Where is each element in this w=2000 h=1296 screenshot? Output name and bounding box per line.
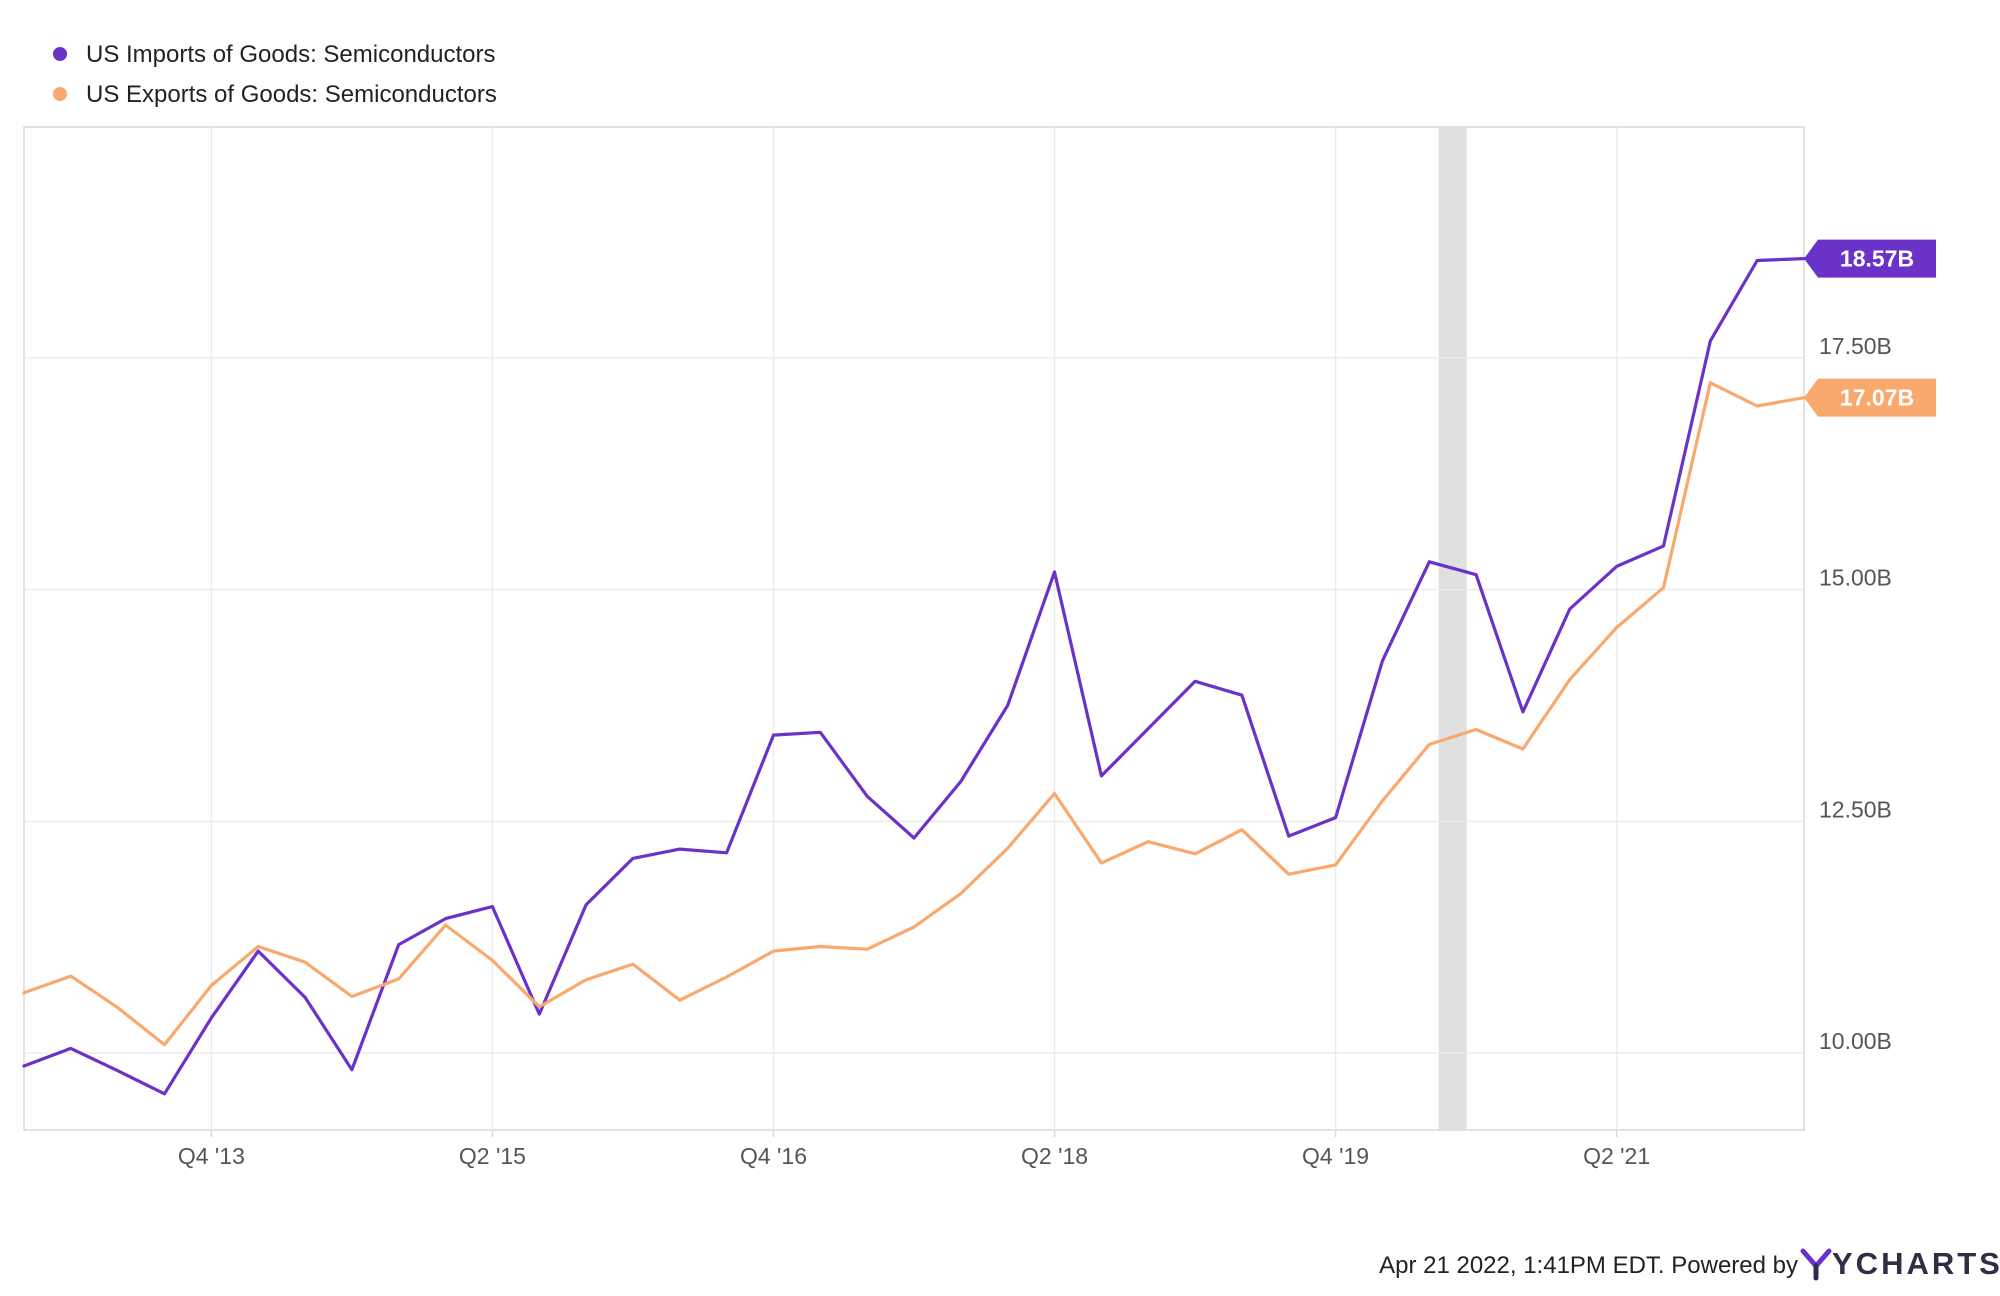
y-axis: 10.00B 12.50B 15.00B 17.50B bbox=[1819, 333, 1892, 1054]
recession-band bbox=[1438, 127, 1467, 1130]
y-tick-label: 17.50B bbox=[1819, 333, 1892, 359]
x-tick-label: Q4 '19 bbox=[1302, 1143, 1369, 1169]
y-tick-label: 10.00B bbox=[1819, 1028, 1892, 1054]
x-axis: Q4 '13 Q2 '15 Q4 '16 Q2 '18 Q4 '19 Q2 '21 bbox=[178, 1130, 1650, 1169]
end-value-label: 17.07B bbox=[1840, 385, 1914, 411]
legend-marker bbox=[53, 87, 67, 101]
series-line-exports[interactable] bbox=[22, 381, 1806, 1047]
y-tick-label: 15.00B bbox=[1819, 565, 1892, 591]
end-value-tag bbox=[1804, 378, 1936, 417]
end-value-labels: 18.57B 17.07B bbox=[1804, 239, 1936, 417]
y-tick-label: 12.50B bbox=[1819, 796, 1892, 822]
x-tick-label: Q2 '15 bbox=[459, 1143, 526, 1169]
legend-label[interactable]: US Exports of Goods: Semiconductors bbox=[86, 81, 497, 108]
plot-area bbox=[22, 126, 1806, 1131]
end-value-tag bbox=[1804, 239, 1936, 278]
end-value-label: 18.57B bbox=[1840, 246, 1914, 272]
footer-timestamp: Apr 21 2022, 1:41PM EDT. Powered by bbox=[1379, 1252, 1798, 1279]
legend-label[interactable]: US Imports of Goods: Semiconductors bbox=[86, 41, 496, 68]
series-line-imports[interactable] bbox=[22, 257, 1806, 1096]
x-tick-label: Q2 '21 bbox=[1583, 1143, 1650, 1169]
x-tick-label: Q4 '16 bbox=[740, 1143, 807, 1169]
legend-marker bbox=[53, 47, 67, 61]
legend: US Imports of Goods: Semiconductors US Ex… bbox=[53, 41, 497, 108]
ycharts-brand: YCHARTS bbox=[1832, 1246, 2000, 1281]
plot-frame bbox=[23, 126, 1805, 1131]
x-tick-label: Q4 '13 bbox=[178, 1143, 245, 1169]
x-tick-label: Q2 '18 bbox=[1021, 1143, 1088, 1169]
ycharts-logo[interactable]: YCHARTS bbox=[1800, 1246, 2000, 1281]
footer: Apr 21 2022, 1:41PM EDT. Powered by YCHA… bbox=[1379, 1246, 2000, 1281]
